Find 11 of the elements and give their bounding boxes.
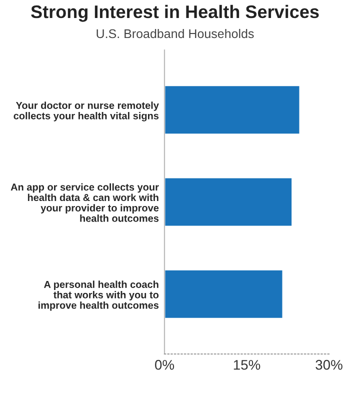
bar [164,176,293,228]
y-tick-label: Your doctor or nurse remotely collects your health vital signs [14,102,159,122]
chart-title: Strong Interest in Health Services [31,4,319,22]
bar [164,84,301,135]
x-tick-label: 30% [316,360,342,370]
bar [164,269,284,320]
x-tick-label: 0% [155,360,174,370]
y-tick-label: A personal health coach that works with you to improve health outcomes [38,280,159,311]
chart-subtitle: U.S. Broadband Households [96,28,254,38]
y-tick-label: An app or service collects your health data & can work with your provider to improve health outcomes [10,183,159,222]
x-tick-label: 15% [234,360,260,370]
